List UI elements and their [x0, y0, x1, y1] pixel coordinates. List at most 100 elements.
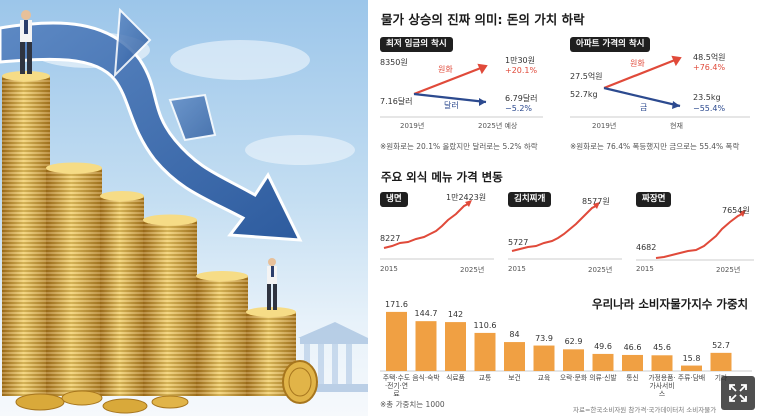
apt-panel-chart	[570, 55, 750, 118]
apt-panel-label: 아파트 가격의 착시	[570, 37, 651, 52]
cpi-bar-value: 84	[509, 330, 520, 340]
apt-series-gold: 금	[640, 103, 648, 112]
cpi-bar	[681, 365, 702, 371]
small-businessman-icon	[267, 258, 277, 310]
menu-item-1-end: 1만2423원	[446, 193, 487, 202]
cpi-bar	[651, 355, 673, 371]
cpi-bar	[474, 332, 496, 371]
cpi-category-label: 보건	[508, 374, 521, 382]
menu-item-2-chart	[508, 202, 622, 260]
menu-item-3-line	[655, 212, 745, 259]
cpi-category-label: 오락·문화	[559, 374, 588, 382]
apt-gold-line	[603, 86, 681, 108]
menu-item-2-x-end: 2025년	[588, 266, 613, 274]
wage-note: ※원화로는 20.1% 올랐지만 달러로는 5.2% 하락	[380, 142, 538, 151]
wage-series-won: 원화	[438, 65, 453, 74]
cpi-note: ※총 가중치는 1000	[380, 400, 445, 409]
wage-end-usd: 6.79달러	[505, 94, 538, 103]
cpi-category-label: 의류·신발	[589, 374, 617, 382]
wage-start-usd: 7.16달러	[380, 97, 413, 106]
cpi-category-label: 교육	[537, 374, 551, 382]
menu-item-2-arrowhead	[593, 202, 600, 209]
menu-item-3-x-end: 2025년	[716, 266, 741, 274]
businessman-icon	[20, 10, 32, 74]
cpi-bar	[445, 322, 466, 371]
cpi-bar	[710, 352, 732, 371]
cpi-category-label: 주택·수도·전기·연료	[382, 374, 411, 398]
menu-item-1-x-end: 2025년	[460, 266, 485, 274]
cpi-bar	[386, 311, 407, 371]
menu-item-1-arrowhead	[465, 200, 472, 207]
menu-item-2-x-start: 2015	[508, 265, 526, 273]
cpi-category-label: 음식·숙박	[412, 374, 440, 382]
menu-item-2-end: 8577원	[582, 197, 610, 206]
menu-item-3-start: 4682	[636, 243, 657, 252]
menu-section-title: 주요 외식 메뉴 가격 변동	[381, 170, 503, 184]
menu-item-1-start: 8227	[380, 234, 401, 243]
menu-item-3-label: 짜장면	[636, 192, 672, 207]
menu-item-2-label: 김치찌개	[508, 192, 552, 207]
main-title: 물가 상승의 진짜 의미: 돈의 가치 하락	[381, 12, 585, 27]
source-credit: 자료=한국소비자원 참가격·국가데이터처 소비자물가	[573, 406, 717, 414]
menu-item-3-x-start: 2015	[636, 265, 654, 273]
apt-x-start: 2019년	[592, 122, 617, 130]
cpi-bar	[415, 321, 437, 371]
menu-item-3-arrowhead	[739, 210, 746, 217]
wage-end-won-change: +20.1%	[505, 66, 538, 75]
cpi-bar-value: 15.8	[682, 353, 701, 363]
cpi-category-label: 가정용품·가사서비스	[648, 374, 676, 398]
cpi-bar-chart	[380, 311, 752, 372]
apt-gold-arrowhead	[672, 101, 680, 109]
cpi-bar	[504, 342, 525, 371]
cpi-bar-value: 62.9	[564, 337, 583, 347]
wage-x-end: 2025년 예상	[478, 122, 518, 130]
cpi-category-label: 식료품	[446, 374, 465, 382]
cpi-bar-value: 144.7	[414, 309, 438, 319]
cpi-bar-value: 49.6	[594, 341, 612, 351]
wage-end-usd-change: −5.2%	[505, 104, 533, 113]
apt-won-line	[603, 56, 681, 90]
cpi-bar-value: 171.6	[385, 299, 408, 309]
menu-item-2-line	[511, 204, 599, 252]
apt-end-gold: 23.5kg	[693, 93, 721, 102]
cpi-bar-value: 142	[447, 310, 464, 320]
wage-usd-arrowhead	[479, 98, 486, 106]
menu-item-2-start: 5727	[508, 238, 529, 247]
menu-item-1-line	[383, 202, 471, 249]
wage-series-usd: 달러	[444, 101, 459, 110]
illustration	[0, 0, 368, 416]
wage-panel-label: 최저 임금의 착시	[380, 37, 453, 52]
apt-end-gold-change: −55.4%	[693, 104, 726, 113]
cpi-bar-value: 110.6	[473, 320, 497, 330]
menu-item-1-x-start: 2015	[380, 265, 398, 273]
cpi-bar	[622, 354, 643, 371]
cpi-category-label: 기타	[707, 374, 735, 382]
cpi-category-label: 교통	[478, 374, 492, 382]
wage-won-line	[413, 64, 487, 96]
apt-start-won: 27.5억원	[570, 72, 603, 81]
menu-item-3-chart	[636, 210, 754, 261]
apt-end-won-change: +76.4%	[693, 63, 726, 72]
info-panel: 물가 상승의 진짜 의미: 돈의 가치 하락 최저 임금의 착시 8350원 7…	[368, 0, 761, 416]
cpi-bar-value: 73.9	[535, 333, 553, 343]
apt-end-won: 48.5억원	[693, 53, 726, 62]
wage-x-start: 2019년	[400, 122, 425, 130]
wage-usd-line	[413, 92, 487, 104]
cpi-category-label: 주류·담배	[677, 374, 706, 382]
cpi-bar-value: 45.6	[653, 343, 671, 353]
wage-won-arrowhead	[477, 63, 488, 75]
wage-end-won: 1만30원	[505, 56, 535, 65]
cpi-chart-title: 우리나라 소비자물가지수 가중치	[592, 297, 749, 311]
apt-series-won: 원화	[630, 59, 645, 68]
expand-button[interactable]	[721, 376, 755, 410]
cpi-bar	[563, 349, 584, 371]
apt-note: ※원화로는 76.4% 폭등했지만 금으로는 55.4% 폭락	[570, 142, 740, 151]
illustration-art	[0, 7, 368, 414]
cpi-category-label: 통신	[626, 374, 639, 382]
wage-panel-chart	[380, 63, 543, 118]
down-arrow-icon	[0, 21, 303, 242]
wage-start-won: 8350원	[380, 58, 408, 67]
cpi-bar	[533, 345, 555, 371]
menu-item-1-label: 냉면	[380, 192, 408, 207]
cpi-bar-value: 52.7	[712, 340, 730, 350]
